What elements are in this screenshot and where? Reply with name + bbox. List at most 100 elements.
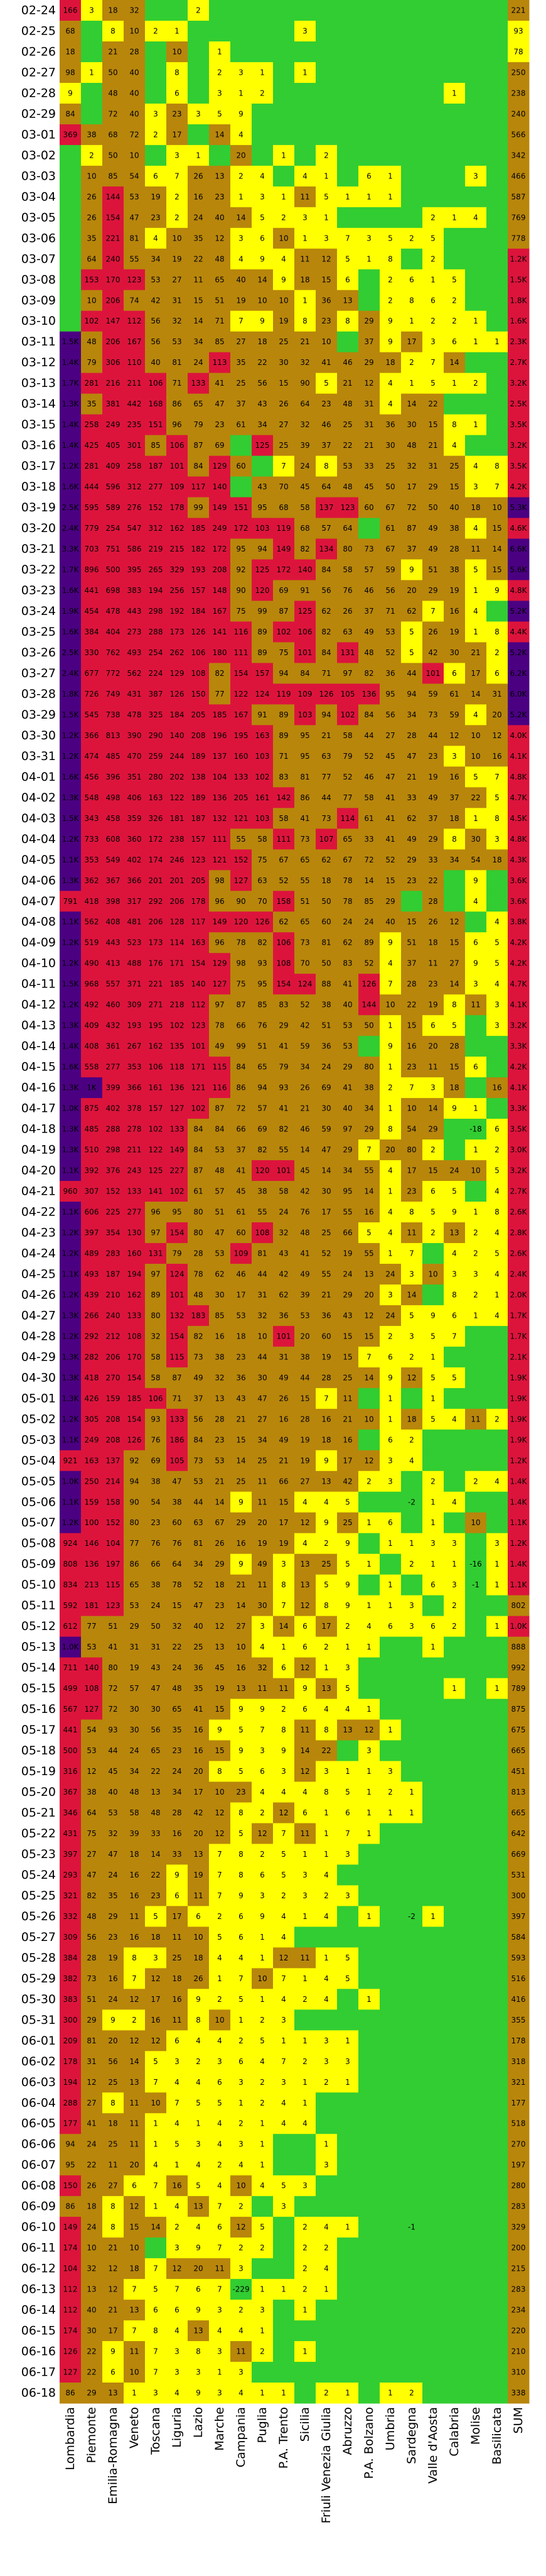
cell-value: 65 — [172, 1705, 181, 1714]
heatmap-cell — [145, 248, 167, 270]
cell-value: 55 — [364, 1249, 373, 1258]
cell-value: 2 — [324, 1643, 329, 1651]
cell-value: 381 — [106, 399, 120, 408]
cell-value: 219 — [149, 545, 163, 553]
cell-value: 1.2K — [62, 1332, 80, 1340]
heatmap-cell — [380, 103, 402, 125]
cell-value: 408 — [85, 1042, 99, 1051]
cell-value: 86 — [65, 2389, 75, 2398]
cell-value: 39 — [129, 1829, 139, 1838]
cell-value: 3 — [174, 151, 179, 160]
cell-value: 184 — [170, 710, 185, 719]
heatmap-cell — [444, 1781, 466, 1803]
row-label-date: 03-10 — [21, 314, 56, 328]
heatmap-cell — [444, 1947, 466, 1969]
heatmap-cell — [188, 621, 210, 643]
heatmap-cell — [444, 1139, 466, 1161]
heatmap-cell — [422, 248, 444, 270]
heatmap-cell — [273, 310, 295, 332]
heatmap-cell — [102, 497, 124, 519]
heatmap-cell — [486, 2030, 508, 2052]
cell-value: 3 — [473, 1269, 478, 1278]
cell-value: 7 — [174, 171, 179, 180]
heatmap-cell — [102, 165, 124, 187]
cell-value: 12 — [300, 1601, 309, 1610]
cell-value: 346 — [63, 1808, 78, 1817]
cell-value: 1 — [217, 1974, 222, 1983]
heatmap-cell — [422, 414, 444, 436]
cell-value: 42 — [300, 1187, 309, 1196]
cell-value: 172 — [149, 835, 163, 844]
heatmap-cell — [465, 2320, 487, 2342]
cell-value: 90 — [236, 586, 245, 595]
cell-value: 22 — [87, 2368, 96, 2377]
cell-value: 769 — [511, 213, 526, 222]
cell-value: 1.6K — [62, 773, 80, 781]
cell-value: 16 — [151, 2016, 160, 2024]
heatmap-cell — [102, 393, 124, 415]
cell-value: 384 — [63, 1954, 78, 1962]
cell-value: 382 — [63, 1974, 78, 1983]
heatmap-cell — [294, 787, 316, 808]
cell-value: 23 — [215, 1435, 224, 1444]
cell-value: 33 — [364, 462, 373, 470]
cell-value: 669 — [511, 1850, 526, 1859]
heatmap-cell — [358, 2300, 380, 2321]
heatmap-cell — [465, 1927, 487, 1948]
cell-value: 38 — [449, 565, 459, 574]
heatmap-cell — [81, 20, 103, 42]
heatmap-cell — [60, 310, 82, 332]
cell-value: 1 — [409, 379, 414, 388]
heatmap-cell — [145, 663, 167, 684]
heatmap-cell — [401, 331, 423, 353]
heatmap-cell — [316, 0, 338, 21]
cell-value: 112 — [127, 317, 142, 325]
cell-value: 1 — [324, 1829, 329, 1838]
row-label-date: 05-05 — [21, 1474, 56, 1488]
cell-value: 18 — [108, 6, 117, 14]
cell-value: 25 — [172, 1954, 181, 1962]
cell-value: 4 — [473, 607, 478, 616]
cell-value: 6 — [388, 1435, 393, 1444]
heatmap-cell — [380, 2134, 402, 2155]
cell-value: 1 — [473, 317, 478, 325]
cell-value: 12 — [492, 731, 501, 740]
cell-value: 1 — [260, 2327, 265, 2335]
cell-value: 593 — [511, 1954, 526, 1962]
heatmap-cell — [358, 372, 380, 394]
heatmap-cell — [508, 808, 530, 829]
cell-value: 26 — [87, 192, 96, 201]
heatmap-cell — [444, 2072, 466, 2093]
cell-value: 101 — [277, 1166, 291, 1175]
heatmap-cell — [252, 663, 274, 684]
cell-value: 111 — [277, 835, 291, 844]
cell-value: 72 — [236, 1104, 245, 1113]
row-label-date: 06-16 — [21, 2345, 56, 2359]
row-label-date: 03-30 — [21, 729, 56, 742]
cell-value: 10 — [257, 1332, 267, 1340]
cell-value: 140 — [213, 482, 227, 491]
heatmap-cell — [273, 455, 295, 477]
cell-value: 80 — [407, 1146, 416, 1155]
cell-value: 56 — [151, 317, 160, 325]
heatmap-cell — [294, 746, 316, 767]
heatmap-cell — [102, 331, 124, 353]
heatmap-cell — [294, 124, 316, 146]
heatmap-cell — [486, 352, 508, 374]
cell-value: 99 — [257, 607, 267, 616]
cell-value: 10 — [129, 151, 139, 160]
cell-value: 106 — [149, 379, 163, 388]
cell-value: 301 — [127, 441, 142, 450]
cell-value: 17 — [407, 337, 416, 346]
heatmap-cell — [358, 787, 380, 808]
heatmap-cell — [486, 497, 508, 519]
heatmap-cell — [401, 372, 423, 394]
cell-value: 124 — [170, 1269, 185, 1278]
cell-value: 1 — [473, 1104, 478, 1113]
heatmap-cell — [401, 891, 423, 912]
heatmap-cell — [358, 331, 380, 353]
cell-value: 2 — [238, 2119, 244, 2128]
cell-value: 3 — [324, 2036, 329, 2045]
cell-value: 2 — [260, 89, 265, 97]
cell-value: 49 — [428, 793, 437, 802]
